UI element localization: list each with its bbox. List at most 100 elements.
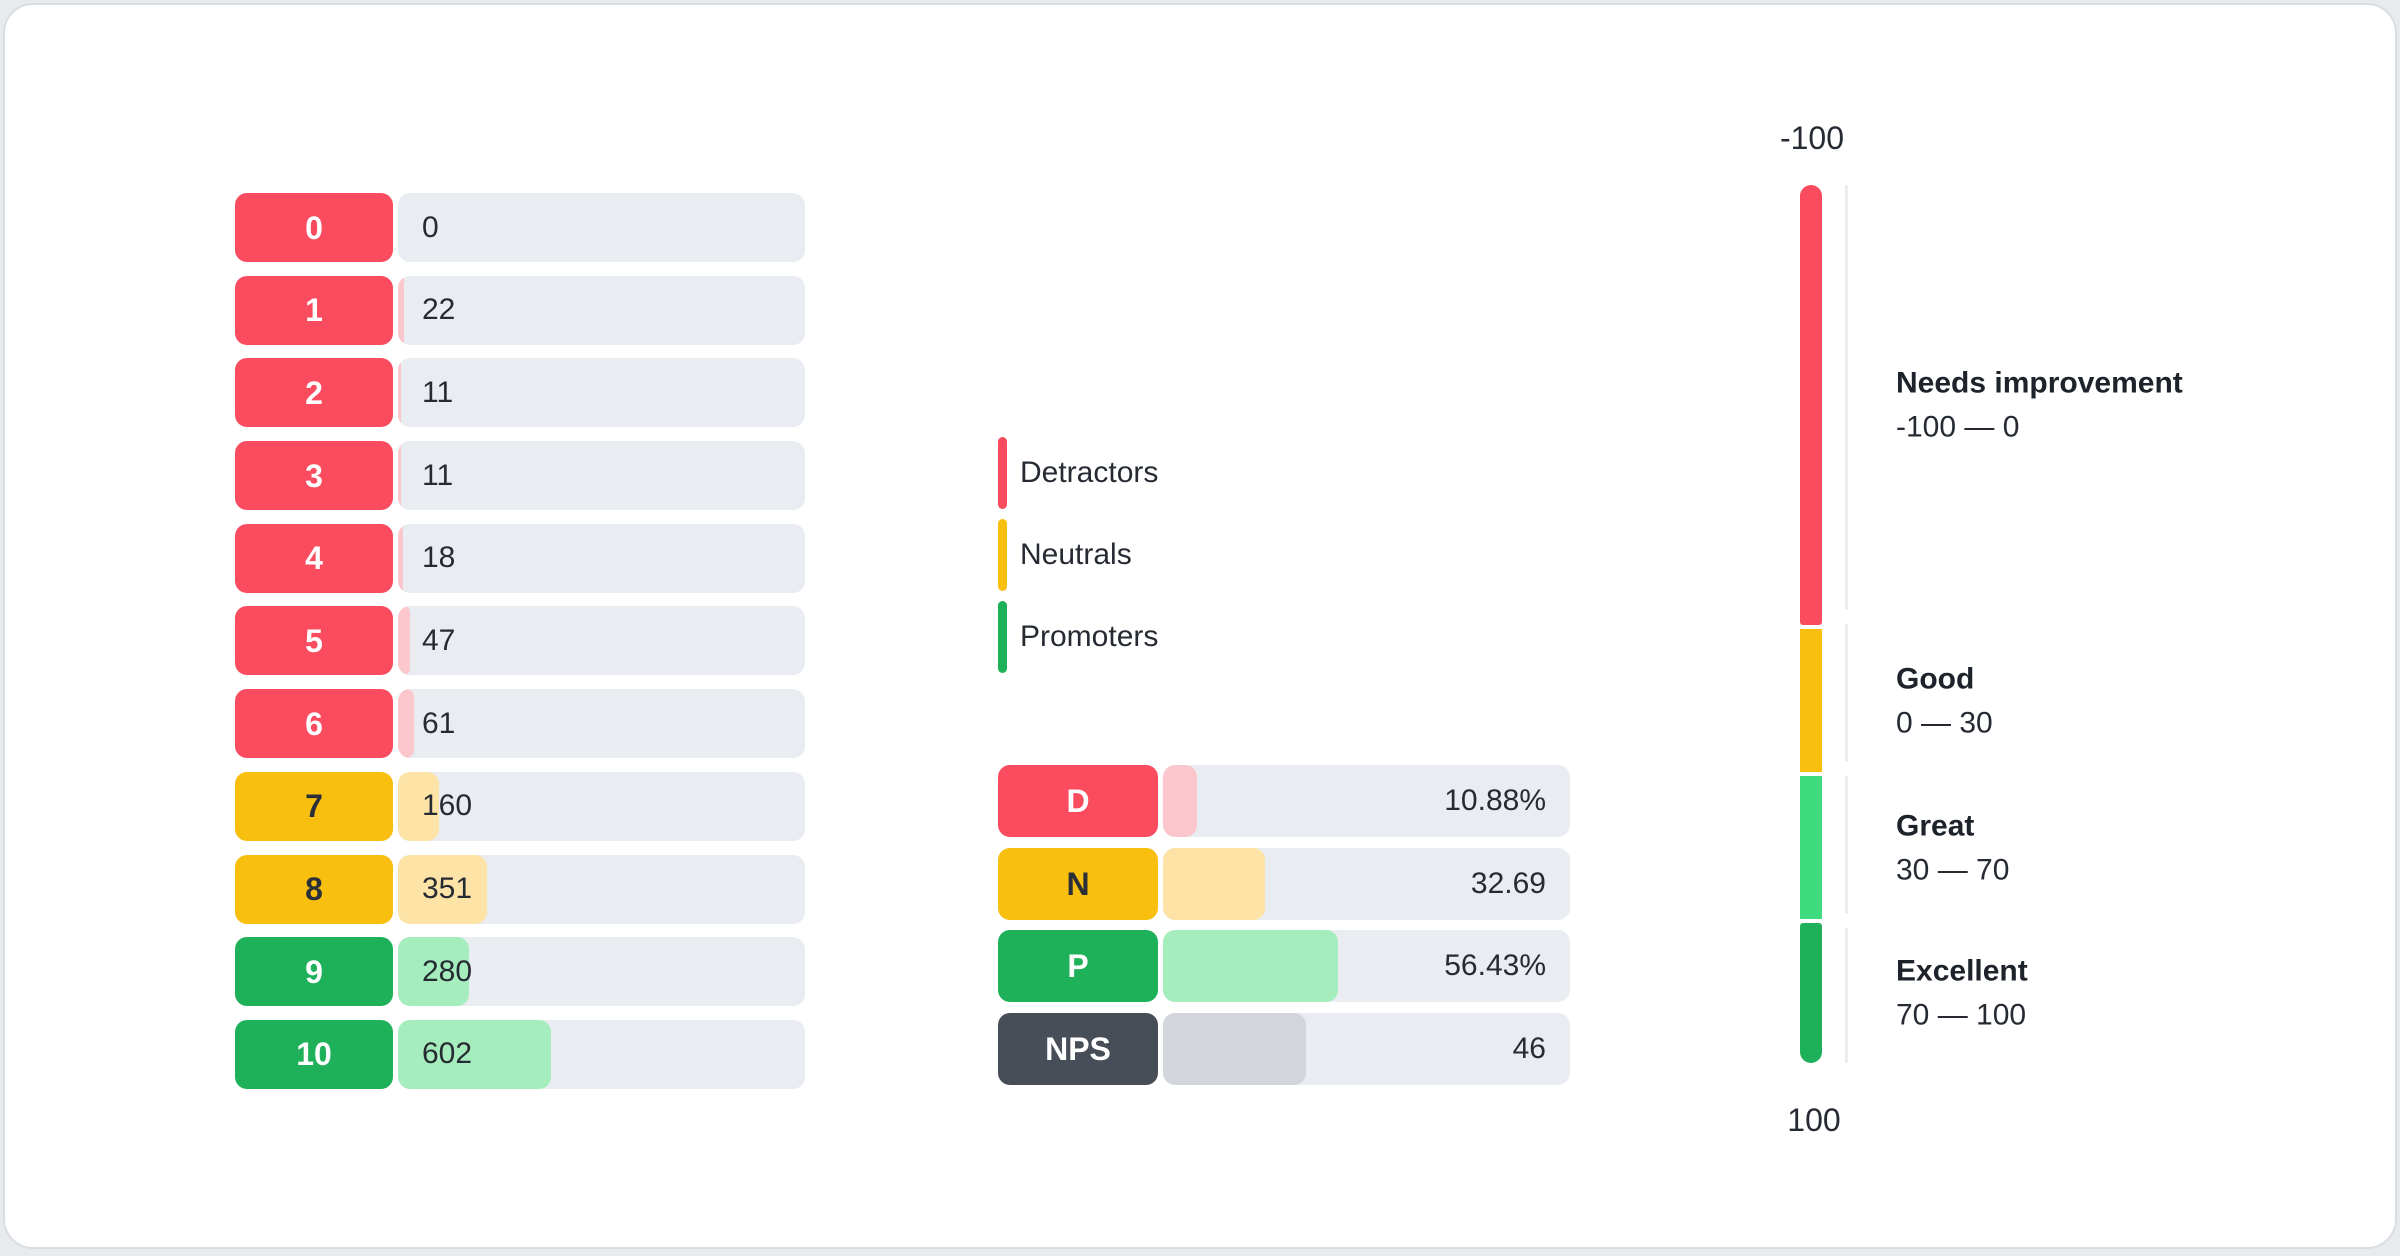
row-fill (398, 1019, 552, 1089)
gauge-zone-range: 0 — 30 (1896, 706, 1993, 739)
gauge-tick-segment (1845, 775, 1848, 914)
legend-label: Detractors (1020, 456, 1159, 489)
gauge-scale-max-label: 100 (1787, 1102, 1841, 1138)
row-badge: 3 (235, 441, 393, 511)
row-fill (398, 523, 403, 593)
legend-item: Promoters (998, 601, 1158, 673)
gauge-scale-min-label: -100 (1779, 120, 1845, 156)
row-track: 280 (398, 937, 805, 1007)
chart-row: 7 160 (235, 771, 805, 841)
row-fill (398, 275, 404, 345)
legend-item: Neutrals (998, 519, 1158, 591)
legend-color-bar (998, 519, 1007, 591)
row-track: 18 (398, 523, 805, 593)
row-value: 56.43% (1444, 949, 1546, 982)
row-badge: 9 (235, 937, 393, 1007)
row-badge: 1 (235, 275, 393, 345)
row-badge: P (998, 930, 1158, 1002)
row-badge: 0 (235, 193, 393, 262)
legend-item: Detractors (998, 437, 1158, 509)
chart-row: N 32.69 (998, 847, 1570, 920)
row-track: 10.88% (1163, 765, 1570, 837)
row-fill (398, 606, 410, 676)
gauge-zone-label: Excellent 70 — 100 (1896, 955, 2028, 1032)
row-fill (1163, 930, 1339, 1002)
row-value: 46 (1512, 1031, 1546, 1065)
row-badge: 7 (235, 771, 393, 841)
row-value: 22 (422, 293, 456, 327)
row-fill (1163, 1012, 1306, 1085)
chart-row: 2 11 (235, 358, 805, 428)
row-fill (398, 854, 488, 924)
row-badge: 2 (235, 358, 393, 428)
row-track: 160 (398, 771, 805, 841)
row-value: 280 (422, 954, 473, 988)
gauge-zone-range: 30 — 70 (1896, 853, 2010, 886)
gauge-zone-title: Needs improvement (1896, 366, 2183, 400)
row-value: 11 (422, 458, 454, 492)
row-track: 47 (398, 606, 805, 676)
chart-row: P 56.43% (998, 930, 1570, 1002)
row-badge: 4 (235, 523, 393, 593)
row-badge: 6 (235, 689, 393, 759)
gauge-zone-label: Good 0 — 30 (1896, 662, 1993, 739)
gauge-segment (1800, 923, 1822, 1063)
row-fill (398, 771, 439, 841)
chart-row: 3 11 (235, 441, 805, 511)
row-value: 47 (422, 623, 456, 657)
row-fill (1163, 847, 1265, 920)
gauge-tick-line (1845, 185, 1848, 1063)
row-track: 61 (398, 689, 805, 759)
chart-row: 6 61 (235, 689, 805, 759)
row-track: 602 (398, 1019, 805, 1089)
nps-legend: Detractors Neutrals Promoters (998, 437, 1158, 673)
gauge-zone-range: 70 — 100 (1896, 998, 2027, 1032)
row-fill (1163, 765, 1197, 837)
gauge-segment (1800, 185, 1822, 625)
gauge-segment (1800, 629, 1822, 772)
chart-row: 1 22 (235, 275, 805, 345)
row-value: 32.69 (1470, 866, 1546, 900)
row-track: 351 (398, 854, 805, 924)
row-value: 160 (422, 789, 473, 823)
row-value: 61 (422, 706, 456, 740)
row-value: 10.88% (1444, 784, 1546, 817)
chart-row: 8 351 (235, 854, 805, 924)
row-track: 32.69 (1163, 847, 1570, 920)
row-fill (398, 937, 470, 1007)
gauge-zone-label: Great 30 — 70 (1896, 809, 2009, 886)
row-badge: 8 (235, 854, 393, 924)
score-distribution-chart: 0 0 1 22 2 11 3 11 4 18 5 47 6 61 7 160 8 351 9 280 10 602 (235, 193, 805, 1089)
legend-label: Neutrals (1020, 538, 1132, 571)
gauge-zone-label: Needs improvement -100 — 0 (1896, 367, 2183, 444)
gauge-zone-title: Excellent (1896, 954, 2028, 988)
row-fill (398, 689, 414, 759)
row-badge: 5 (235, 606, 393, 676)
gauge-zone-title: Good (1896, 662, 1975, 695)
gauge-segment (1800, 776, 1822, 919)
row-badge: N (998, 847, 1158, 920)
gauge-tick-segment (1845, 623, 1848, 762)
row-value: 18 (422, 541, 456, 575)
chart-row: NPS 46 (998, 1012, 1570, 1085)
gauge-zone-range: -100 — 0 (1896, 410, 2020, 444)
chart-row: 10 602 (235, 1019, 805, 1089)
row-track: 46 (1163, 1012, 1570, 1085)
gauge-tick-segment (1845, 185, 1848, 610)
chart-row: 4 18 (235, 523, 805, 593)
row-track: 11 (398, 358, 805, 428)
row-fill (398, 441, 401, 511)
row-badge: D (998, 765, 1158, 837)
row-track: 0 (398, 193, 805, 262)
legend-color-bar (998, 437, 1007, 509)
row-track: 56.43% (1163, 930, 1570, 1002)
row-value: 0 (422, 210, 439, 244)
row-fill (398, 358, 401, 428)
chart-row: D 10.88% (998, 765, 1570, 837)
nps-summary-chart: D 10.88% N 32.69 P 56.43% NPS 46 (998, 765, 1570, 1085)
gauge-tick-segment (1845, 927, 1848, 1063)
row-value: 602 (422, 1037, 473, 1071)
nps-gauge (1800, 185, 1822, 1063)
row-track: 11 (398, 441, 805, 511)
